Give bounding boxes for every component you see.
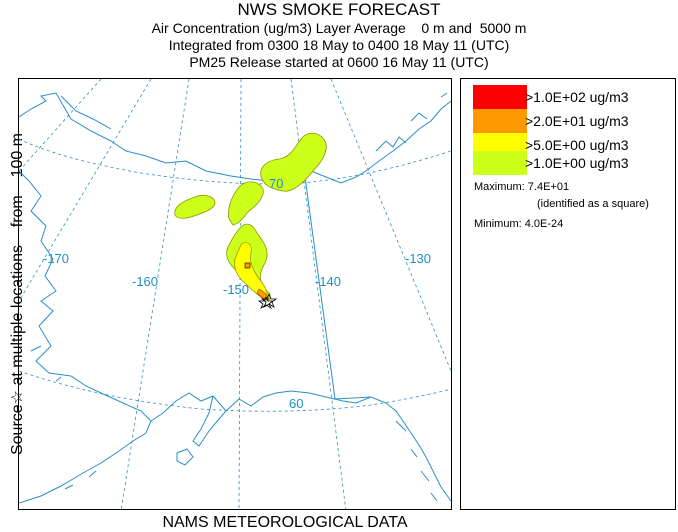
parallel-70 xyxy=(19,138,451,185)
west-coast xyxy=(19,170,152,504)
legend-swatch-green xyxy=(473,151,527,175)
panhandle-islands xyxy=(395,420,438,502)
smoke-map: -170 -160 -150 -140 -130 70 60 xyxy=(18,78,452,510)
parallel-60 xyxy=(19,370,451,412)
lon-label-160: -160 xyxy=(132,274,158,289)
lon-label-170: -170 xyxy=(43,251,69,266)
map-canvas: -170 -160 -150 -140 -130 70 60 xyxy=(19,79,451,509)
meridian-170 xyxy=(19,79,152,302)
lon-label-130: -130 xyxy=(405,251,431,266)
plume-north-level1 xyxy=(260,132,327,192)
north-coast xyxy=(19,92,451,184)
maximum-value: Maximum: 7.4E+01 xyxy=(474,181,570,193)
legend-item-level1: >1.0E+00 ug/m3 xyxy=(473,151,629,175)
plume-mid-level1 xyxy=(228,181,264,226)
legend-swatch-red xyxy=(473,85,527,109)
kodiak-island xyxy=(176,448,194,466)
integration-period: Integrated from 0300 18 May to 0400 18 M… xyxy=(168,37,510,53)
legend-label: >5.0E+00 ug/m3 xyxy=(525,137,629,153)
meridian-180 xyxy=(19,79,102,172)
meridian-150 xyxy=(238,79,242,509)
east-islands xyxy=(375,92,448,152)
lat-label-60: 60 xyxy=(289,396,303,411)
meridian-160 xyxy=(120,79,190,509)
smoke-plumes xyxy=(174,132,327,310)
meridian-130 xyxy=(330,79,451,372)
coastline xyxy=(19,92,451,504)
concentration-description: Air Concentration (ug/m3) Layer Average … xyxy=(151,20,527,36)
lat-label-70: 70 xyxy=(269,176,283,191)
concentration-legend: >1.0E+02 ug/m3 >2.0E+01 ug/m3 >5.0E+00 u… xyxy=(460,78,676,510)
lon-label-140: -140 xyxy=(315,274,341,289)
plume-west-level1 xyxy=(174,195,216,219)
border-line xyxy=(304,176,372,400)
source-star-icon xyxy=(257,292,278,310)
minimum-value: Minimum: 4.0E-24 xyxy=(474,218,564,230)
legend-label: >1.0E+00 ug/m3 xyxy=(525,155,629,171)
aleutian-islands xyxy=(30,345,97,490)
south-coast xyxy=(150,390,451,502)
maximum-square xyxy=(244,262,251,269)
maximum-note: (identified as a square) xyxy=(537,198,649,210)
graticule xyxy=(19,79,451,509)
lon-label-150: -150 xyxy=(223,282,249,297)
forecast-title: NWS SMOKE FORECAST xyxy=(237,0,441,19)
release-start: PM25 Release started at 0600 16 May 11 (… xyxy=(189,54,489,70)
graticule-labels: -170 -160 -150 -140 -130 70 60 xyxy=(43,176,431,411)
legend-swatch-orange xyxy=(473,109,527,133)
legend-item-level3: >2.0E+01 ug/m3 xyxy=(473,109,629,133)
meteorological-data-footer: NAMS METEOROLOGICAL DATA xyxy=(162,514,408,531)
legend-label: >1.0E+02 ug/m3 xyxy=(525,89,629,105)
kenai-peninsula xyxy=(192,395,227,447)
inland-river xyxy=(60,95,112,130)
legend-item-level4: >1.0E+02 ug/m3 xyxy=(473,85,629,109)
legend-label: >2.0E+01 ug/m3 xyxy=(525,113,629,129)
